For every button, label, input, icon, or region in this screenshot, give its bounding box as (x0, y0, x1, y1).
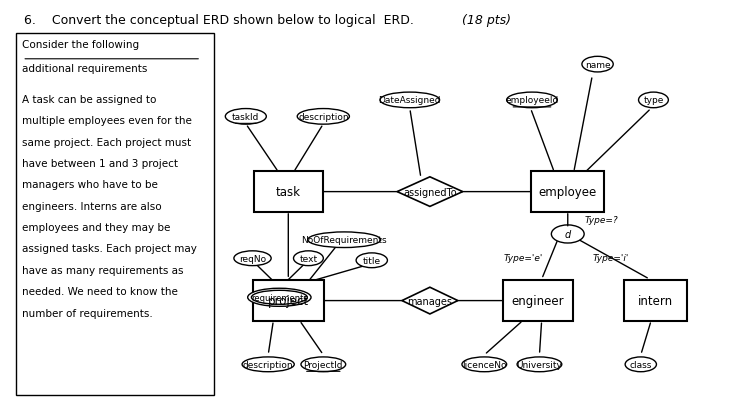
FancyBboxPatch shape (16, 34, 214, 395)
Text: same project. Each project must: same project. Each project must (22, 137, 191, 147)
Text: licenceNo: licenceNo (462, 360, 506, 369)
Text: description: description (243, 360, 293, 369)
Ellipse shape (234, 251, 272, 266)
Text: (18 pts): (18 pts) (462, 14, 511, 27)
Ellipse shape (625, 357, 657, 372)
Ellipse shape (582, 57, 613, 73)
FancyBboxPatch shape (253, 281, 324, 321)
Text: Consider the following: Consider the following (22, 40, 139, 50)
Text: A task can be assigned to: A task can be assigned to (22, 95, 156, 104)
Ellipse shape (356, 253, 387, 268)
Text: NoOfRequirements: NoOfRequirements (301, 236, 387, 244)
Ellipse shape (225, 109, 266, 125)
Text: text: text (299, 254, 317, 263)
Text: type: type (643, 96, 663, 105)
Ellipse shape (248, 289, 311, 306)
Ellipse shape (462, 357, 506, 372)
Ellipse shape (380, 93, 440, 109)
Text: intern: intern (638, 294, 673, 307)
Text: task: task (276, 186, 301, 199)
Text: have as many requirements as: have as many requirements as (22, 265, 184, 275)
Text: DateAssigned: DateAssigned (378, 96, 441, 105)
Text: class: class (630, 360, 652, 369)
Text: employees and they may be: employees and they may be (22, 223, 171, 233)
Text: assignedTo: assignedTo (403, 187, 457, 197)
Text: employee: employee (539, 186, 597, 199)
Text: engineer: engineer (512, 294, 564, 307)
Polygon shape (397, 177, 463, 207)
Text: engineers. Interns are also: engineers. Interns are also (22, 201, 162, 211)
Text: name: name (585, 60, 610, 69)
Text: manages: manages (408, 296, 453, 306)
Text: reqNo: reqNo (239, 254, 266, 263)
Text: needed. We need to know the: needed. We need to know the (22, 287, 178, 297)
Text: assigned tasks. Each project may: assigned tasks. Each project may (22, 244, 197, 254)
Text: Type='i': Type='i' (593, 253, 629, 262)
Text: requirements: requirements (251, 293, 307, 302)
Text: description: description (298, 113, 349, 121)
Text: University: University (517, 360, 562, 369)
Text: Type='e': Type='e' (503, 253, 543, 262)
FancyBboxPatch shape (254, 172, 322, 212)
Ellipse shape (301, 357, 346, 372)
Text: d: d (565, 229, 571, 240)
Ellipse shape (242, 357, 294, 372)
Text: multiple employees even for the: multiple employees even for the (22, 116, 192, 126)
Text: title: title (363, 256, 381, 265)
Text: Type=?: Type=? (584, 215, 618, 224)
Text: employeeId: employeeId (506, 96, 559, 105)
Ellipse shape (639, 93, 669, 109)
Text: taskId: taskId (232, 113, 260, 121)
FancyBboxPatch shape (531, 172, 604, 212)
Ellipse shape (297, 109, 349, 125)
Ellipse shape (506, 93, 557, 109)
Ellipse shape (293, 251, 323, 266)
Text: ProjectId: ProjectId (304, 360, 343, 369)
Text: have between 1 and 3 project: have between 1 and 3 project (22, 159, 178, 169)
Ellipse shape (517, 357, 562, 372)
Ellipse shape (251, 291, 307, 304)
FancyBboxPatch shape (624, 281, 687, 321)
FancyBboxPatch shape (503, 281, 574, 321)
Text: 6.    Convert the conceptual ERD shown below to logical  ERD.: 6. Convert the conceptual ERD shown belo… (24, 14, 414, 27)
Polygon shape (402, 287, 458, 314)
Ellipse shape (307, 233, 381, 248)
Text: number of requirements.: number of requirements. (22, 308, 153, 318)
Text: managers who have to be: managers who have to be (22, 180, 158, 190)
Text: project: project (268, 294, 309, 307)
Text: additional requirements: additional requirements (22, 64, 147, 74)
